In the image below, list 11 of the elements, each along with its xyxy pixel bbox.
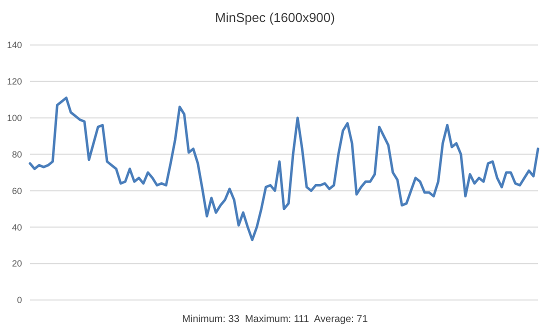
chart-title: MinSpec (1600x900): [215, 10, 335, 25]
y-tick-label: 0: [16, 295, 22, 306]
y-tick-label: 120: [6, 76, 22, 87]
line-series: [28, 96, 540, 242]
y-tick-label: 60: [12, 186, 22, 196]
y-tick-label: 80: [12, 149, 22, 160]
y-tick-label: 100: [6, 113, 22, 124]
y-tick-label: 20: [12, 258, 22, 269]
y-tick-label: 140: [6, 40, 22, 50]
text: Minimum: 33 Maximum: 111 Average: 71: [182, 314, 368, 325]
y-tick-label: 40: [12, 222, 22, 232]
